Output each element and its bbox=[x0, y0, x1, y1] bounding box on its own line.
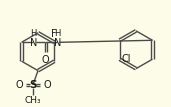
Text: N: N bbox=[30, 38, 37, 48]
Text: O: O bbox=[42, 55, 49, 65]
Text: O: O bbox=[43, 80, 51, 90]
Text: H: H bbox=[54, 29, 61, 38]
Text: S: S bbox=[29, 80, 37, 90]
Text: CH₃: CH₃ bbox=[25, 96, 41, 105]
Text: Cl: Cl bbox=[122, 54, 131, 64]
Text: O: O bbox=[15, 80, 23, 90]
Text: N: N bbox=[54, 38, 61, 48]
Text: F: F bbox=[51, 29, 56, 39]
Text: H: H bbox=[30, 29, 37, 38]
